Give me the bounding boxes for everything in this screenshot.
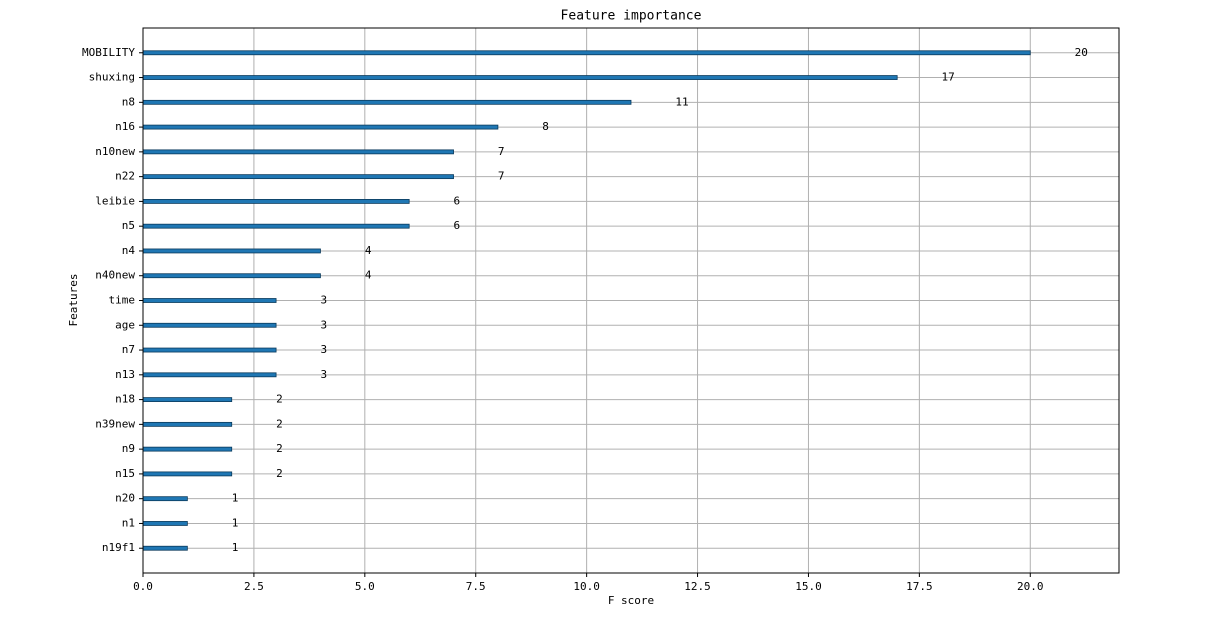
bar <box>142 99 632 105</box>
value-label: 20 <box>1075 46 1088 59</box>
bar <box>142 75 898 80</box>
y-tick-label: age <box>115 318 135 331</box>
value-label: 1 <box>232 541 239 554</box>
bar <box>142 446 233 452</box>
y-tick-label: leibie <box>95 194 135 207</box>
y-tick-label: MOBILITY <box>82 46 135 59</box>
value-label: 4 <box>365 269 372 282</box>
value-label: 2 <box>276 417 283 430</box>
bar <box>142 322 277 328</box>
x-tick-label: 17.5 <box>906 580 933 593</box>
y-tick-label: n18 <box>115 393 135 406</box>
value-label: 3 <box>320 368 327 381</box>
y-tick-label: time <box>109 294 136 307</box>
x-tick-label: 7.5 <box>466 580 486 593</box>
x-tick-label: 12.5 <box>684 580 711 593</box>
value-label: 3 <box>320 294 327 307</box>
x-tick-label: 5.0 <box>355 580 375 593</box>
bar <box>142 124 499 130</box>
x-tick-label: 0.0 <box>133 580 153 593</box>
bar <box>142 545 188 551</box>
x-tick-label: 20.0 <box>1017 580 1044 593</box>
y-tick-label: n16 <box>115 120 135 133</box>
y-tick-label: n19f1 <box>102 541 135 554</box>
bar <box>142 149 454 155</box>
bar <box>142 223 410 229</box>
bar <box>142 273 321 279</box>
y-tick-label: n8 <box>122 95 135 108</box>
value-label: 2 <box>276 393 283 406</box>
bar <box>142 248 321 254</box>
y-tick-label: n7 <box>122 343 135 356</box>
value-label: 3 <box>320 343 327 356</box>
bar <box>142 397 233 402</box>
value-label: 2 <box>276 442 283 455</box>
chart-title: Feature importance <box>561 9 702 24</box>
y-tick-label: n40new <box>95 269 135 282</box>
x-tick-label: 2.5 <box>244 580 264 593</box>
value-label: 2 <box>276 467 283 480</box>
y-tick-label: n39new <box>95 417 135 430</box>
value-label: 6 <box>454 219 461 232</box>
bar <box>142 298 277 303</box>
bar <box>142 372 277 378</box>
y-tick-label: n22 <box>115 170 135 183</box>
x-tick-label: 10.0 <box>573 580 600 593</box>
value-label: 17 <box>942 71 955 84</box>
y-tick-label: n1 <box>122 516 135 529</box>
value-label: 1 <box>232 516 239 529</box>
bar <box>142 347 277 353</box>
value-label: 3 <box>320 318 327 331</box>
y-tick-label: n10new <box>95 145 135 158</box>
y-tick-label: n9 <box>122 442 135 455</box>
value-label: 8 <box>542 120 549 133</box>
value-label: 6 <box>454 194 461 207</box>
y-tick-label: n13 <box>115 368 135 381</box>
y-tick-label: n5 <box>122 219 135 232</box>
bar <box>142 521 188 526</box>
bar <box>142 496 188 502</box>
value-label: 7 <box>498 145 505 158</box>
y-axis-label: Features <box>67 274 80 327</box>
value-label: 11 <box>675 95 688 108</box>
bar <box>142 199 410 204</box>
x-axis-label: F score <box>608 594 654 607</box>
y-tick-label: n20 <box>115 492 135 505</box>
y-tick-label: shuxing <box>89 71 135 84</box>
bar <box>142 471 233 477</box>
bar <box>142 421 233 427</box>
plot-frame <box>142 27 1120 574</box>
x-tick-label: 15.0 <box>795 580 822 593</box>
value-label: 4 <box>365 244 372 257</box>
bar <box>142 50 1031 56</box>
value-label: 7 <box>498 170 505 183</box>
bar <box>142 174 454 180</box>
value-label: 1 <box>232 492 239 505</box>
y-tick-label: n15 <box>115 467 135 480</box>
y-tick-label: n4 <box>122 244 136 257</box>
